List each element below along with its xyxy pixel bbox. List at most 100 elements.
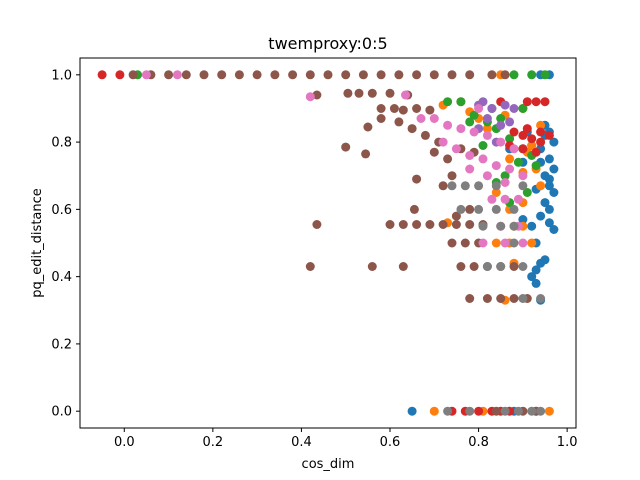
data-point [536,294,546,303]
data-point [509,238,519,248]
data-point [465,294,475,303]
data-point [361,149,371,159]
data-point [482,294,492,303]
data-point [544,406,554,416]
data-point [394,117,404,127]
data-point [447,70,457,80]
data-point [522,188,532,197]
data-point [544,174,554,184]
data-point [425,105,435,115]
data-point [474,406,484,416]
data-point [367,262,377,271]
x-tick-label: 0.8 [468,435,489,450]
data-point [465,117,475,127]
data-point [172,70,182,80]
data-point [536,211,546,221]
data-point [491,204,501,214]
data-point [527,70,537,80]
data-point [447,238,457,248]
data-point [509,144,519,154]
data-point [527,272,537,282]
data-point [465,164,475,174]
data-point [425,220,435,229]
data-point [496,262,506,271]
data-point [482,262,492,271]
data-point [509,204,519,214]
data-point [394,70,404,80]
data-point [482,114,492,123]
data-point [518,262,528,271]
data-point [505,154,515,164]
data-point [438,220,448,229]
data-point [465,70,475,80]
data-point [376,114,386,123]
data-point [429,406,439,416]
data-point [164,70,174,80]
data-point [500,194,510,204]
data-point [438,181,448,191]
data-point [343,88,353,98]
data-point [443,97,453,107]
data-point [115,70,125,80]
data-point [465,204,475,214]
data-point [97,70,107,80]
data-point [518,294,528,303]
data-point [398,262,408,271]
x-tick-label: 0.6 [380,435,401,450]
data-point [398,220,408,229]
data-point [447,181,457,191]
data-point [478,97,488,107]
data-point [456,262,466,271]
data-point [389,104,399,113]
data-point [487,70,497,80]
data-point [487,104,497,113]
data-point [469,262,479,271]
data-point [518,238,528,248]
data-point [509,262,519,271]
data-point [305,92,315,102]
data-point [409,204,419,214]
x-tick-label: 0.2 [203,435,224,450]
data-point [482,171,492,181]
data-point [181,70,191,80]
data-point [513,194,523,204]
data-point [376,104,386,113]
data-point [412,220,422,229]
data-point [412,104,422,113]
plot-frame [79,57,577,429]
data-point [509,70,519,80]
data-point [518,215,528,224]
data-point [469,110,479,120]
data-point [544,204,554,214]
data-point [460,238,470,248]
data-point [505,164,515,174]
data-point [363,122,373,132]
data-point [288,70,298,80]
points-layer [97,70,559,416]
data-point [500,100,510,110]
y-axis-label: pq_edit_distance [30,188,45,298]
data-point [341,142,351,152]
data-point [469,127,479,137]
data-point [465,151,475,160]
data-point [500,178,510,187]
data-point [549,164,559,174]
data-point [549,188,559,197]
data-point [531,278,541,288]
data-point [536,406,546,416]
data-point [376,70,386,80]
data-point [429,114,439,123]
data-point [420,130,430,140]
data-point [531,265,541,275]
data-point [478,141,488,150]
data-point [518,181,528,191]
data-point [540,198,550,208]
data-point [217,70,227,80]
data-point [341,70,351,80]
data-point [522,97,532,107]
data-point [505,134,515,144]
data-point [487,194,497,204]
x-tick-label: 0.4 [291,435,312,450]
data-point [531,161,541,171]
